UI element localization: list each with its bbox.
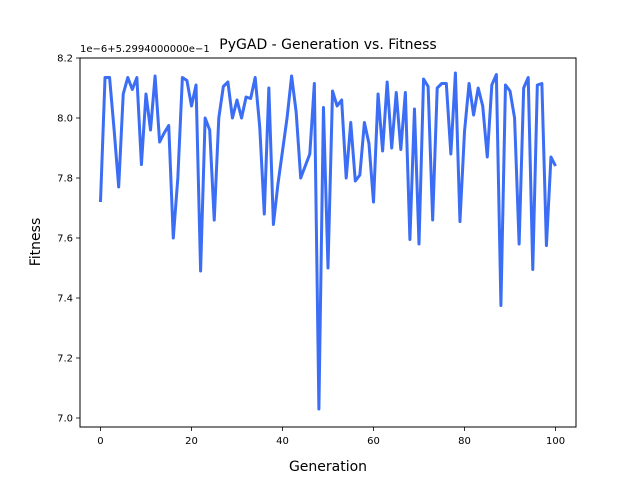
- x-tick-label: 60: [367, 436, 380, 447]
- x-tick-label: 40: [276, 436, 289, 447]
- x-tick-label: 20: [185, 436, 198, 447]
- y-axis: 7.0 7.2 7.4 7.6 7.8 8.0 8.2: [57, 54, 80, 425]
- x-axis: 0 20 40 60 80 100: [97, 427, 565, 447]
- plot-area: [79, 57, 577, 428]
- series-line-0: [98, 71, 557, 411]
- y-tick-label: 7.0: [57, 414, 73, 425]
- axes-frame: [79, 57, 577, 428]
- x-tick-label: 80: [458, 436, 471, 447]
- x-tick-label: 0: [97, 436, 103, 447]
- y-tick-label: 8.2: [57, 54, 73, 65]
- chart-title: PyGAD - Generation vs. Fitness: [219, 37, 436, 53]
- series-group: [98, 71, 557, 411]
- y-tick-label: 7.6: [57, 234, 73, 245]
- y-tick-label: 7.8: [57, 174, 73, 185]
- x-tick-label: 100: [546, 436, 565, 447]
- y-offset-label: 1e−6+5.2994000000e−1: [80, 44, 210, 55]
- x-axis-title: Generation: [289, 459, 367, 475]
- y-tick-label: 7.4: [57, 294, 73, 305]
- y-axis-title: Fitness: [28, 218, 44, 267]
- y-tick-label: 8.0: [57, 114, 73, 125]
- y-tick-label: 7.2: [57, 354, 73, 365]
